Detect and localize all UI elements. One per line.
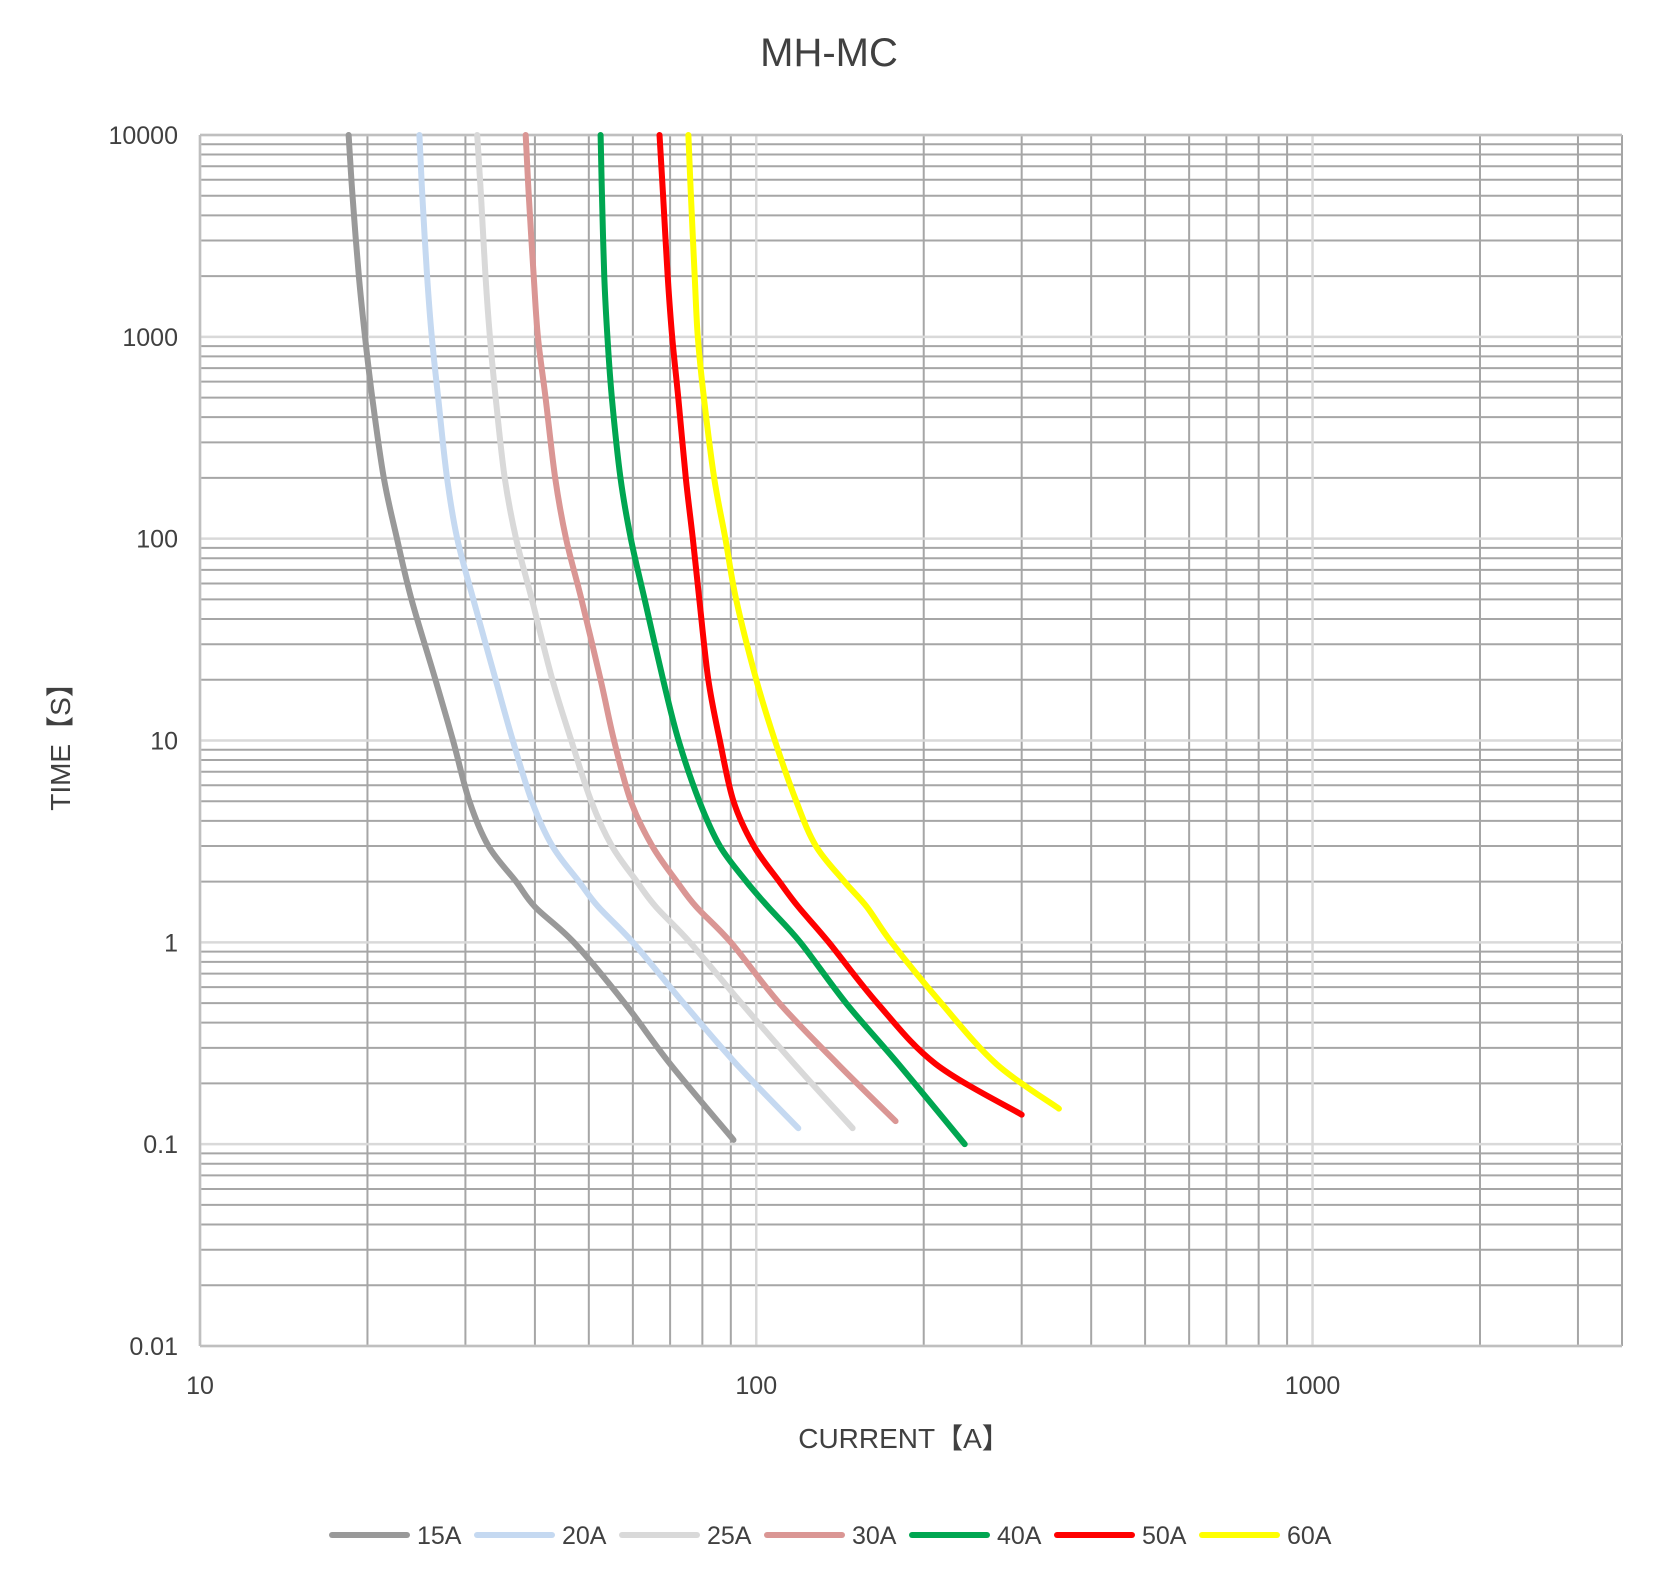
legend-label: 20A xyxy=(562,1522,607,1550)
y-tick-label: 1 xyxy=(164,929,178,957)
y-tick-label: 10000 xyxy=(108,122,178,150)
legend-item-40A: 40A xyxy=(909,1522,1042,1550)
series-line-50A xyxy=(656,132,1025,1118)
y-tick-label: 0.1 xyxy=(143,1131,178,1159)
legend-item-50A: 50A xyxy=(1054,1522,1187,1550)
legend-item-25A: 25A xyxy=(619,1522,752,1550)
x-axis-ticks: 10 100 1000 xyxy=(186,1372,1340,1400)
y-tick-label: 100 xyxy=(136,526,178,554)
x-axis-label: CURRENT【A】 xyxy=(798,1423,1010,1454)
series-line-20A xyxy=(416,132,802,1132)
legend-item-60A: 60A xyxy=(1199,1522,1332,1550)
x-tick-label: 10 xyxy=(186,1372,214,1400)
legend-item-20A: 20A xyxy=(474,1522,607,1550)
x-tick-label: 100 xyxy=(735,1372,777,1400)
x-tick-label: 1000 xyxy=(1285,1372,1341,1400)
legend: 15A 20A 25A 30A 40A 50A 60A xyxy=(329,1522,1332,1550)
series-line-60A xyxy=(685,132,1062,1112)
y-axis-ticks: 10000 1000 100 10 1 0.1 0.01 xyxy=(108,122,178,1361)
series-line-15A xyxy=(345,132,737,1143)
legend-label: 25A xyxy=(707,1522,752,1550)
legend-item-30A: 30A xyxy=(764,1522,897,1550)
series-line-25A xyxy=(474,132,856,1132)
series-layer xyxy=(345,132,1062,1148)
y-tick-label: 0.01 xyxy=(129,1333,178,1361)
chart-title: MH-MC xyxy=(760,31,898,75)
y-tick-label: 1000 xyxy=(122,324,178,352)
legend-label: 50A xyxy=(1142,1522,1187,1550)
major-gridlines xyxy=(198,133,1622,1348)
legend-item-15A: 15A xyxy=(329,1522,462,1550)
series-line-40A xyxy=(597,132,968,1148)
series-line-30A xyxy=(522,132,899,1125)
legend-label: 60A xyxy=(1287,1522,1332,1550)
y-tick-label: 10 xyxy=(150,728,178,756)
legend-label: 40A xyxy=(997,1522,1042,1550)
legend-label: 30A xyxy=(852,1522,897,1550)
y-axis-label: TIME【S】 xyxy=(45,669,76,811)
legend-label: 15A xyxy=(417,1522,462,1550)
